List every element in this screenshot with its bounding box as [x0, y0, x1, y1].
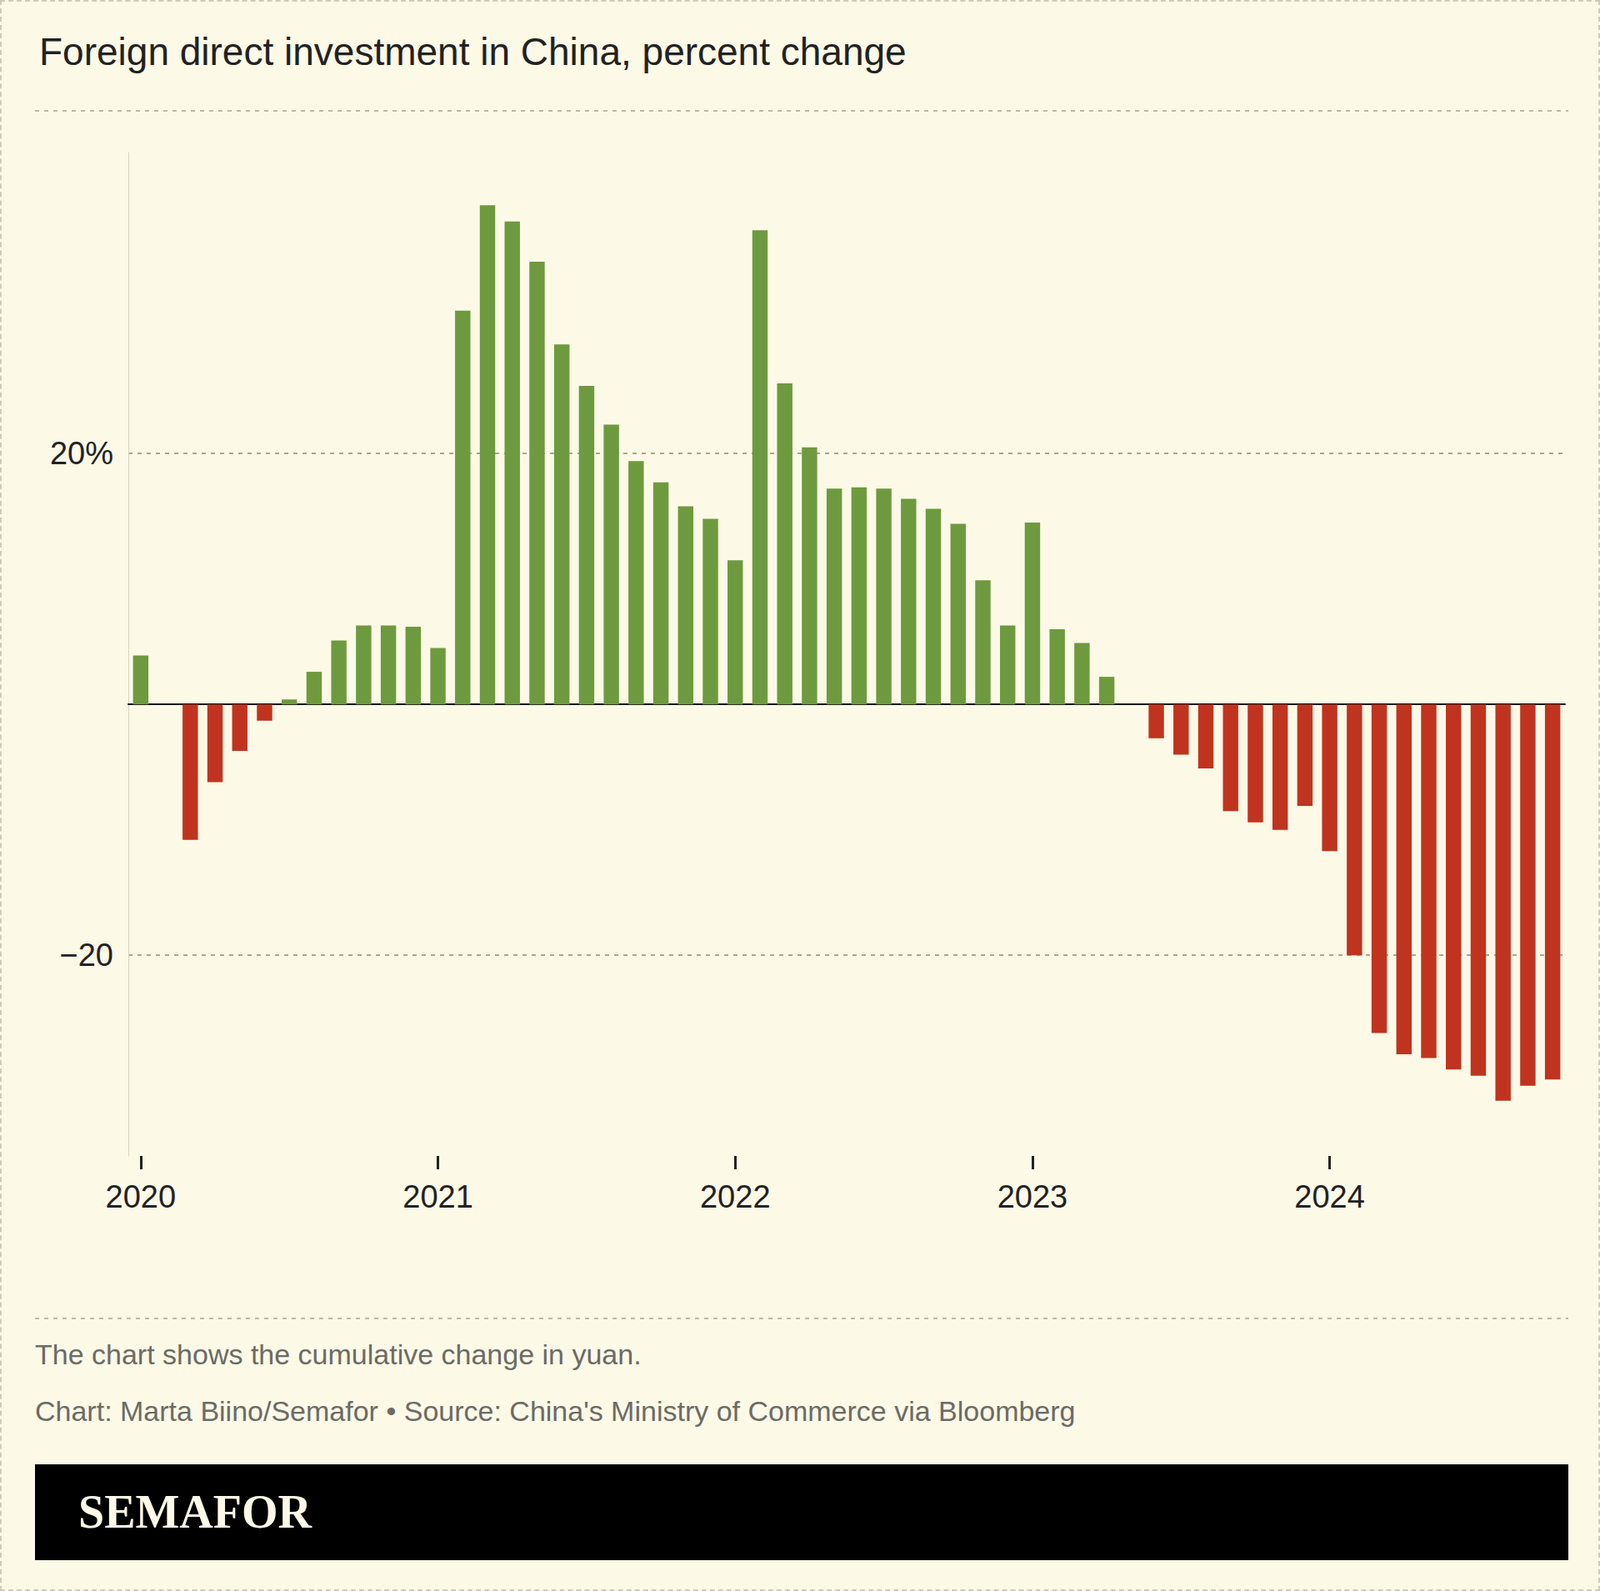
svg-text:2023: 2023 [997, 1179, 1069, 1215]
svg-text:Chart: Marta Biino/Semafor • S: Chart: Marta Biino/Semafor • Source: Chi… [35, 1395, 1076, 1427]
svg-text:The chart shows the cumulative: The chart shows the cumulative change in… [35, 1338, 642, 1370]
svg-text:2024: 2024 [1294, 1179, 1365, 1215]
svg-text:2020: 2020 [105, 1179, 177, 1215]
svg-text:2022: 2022 [700, 1179, 771, 1215]
svg-text:2021: 2021 [402, 1179, 474, 1215]
svg-text:−20: −20 [60, 937, 114, 973]
svg-text:20%: 20% [50, 435, 114, 471]
svg-text:SEMAFOR: SEMAFOR [78, 1485, 313, 1538]
svg-text:Foreign direct investment in C: Foreign direct investment in China, perc… [39, 30, 907, 74]
